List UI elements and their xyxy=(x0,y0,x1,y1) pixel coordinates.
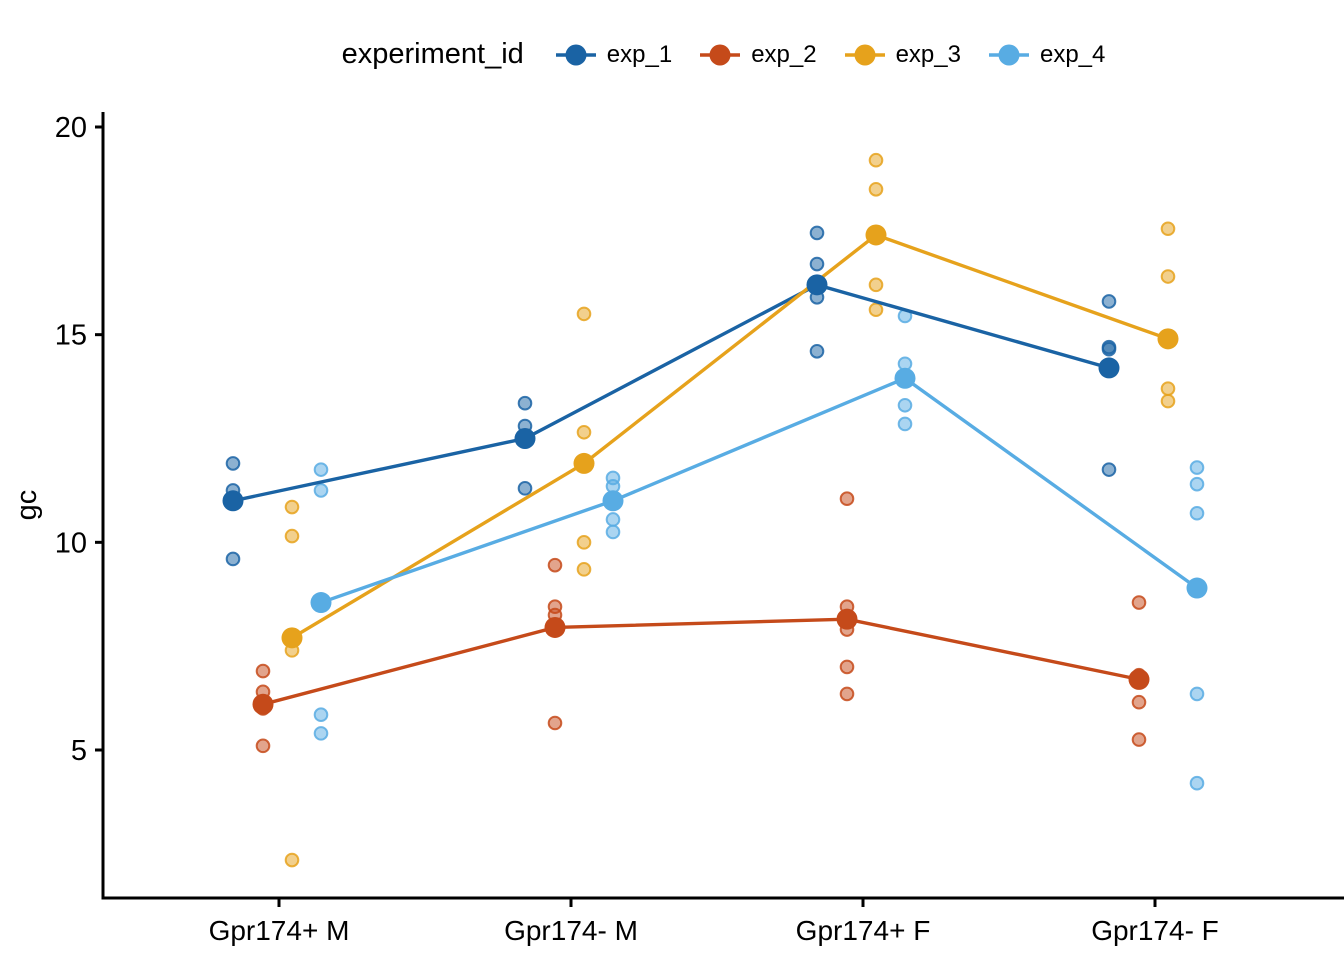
data-point-exp_1 xyxy=(809,225,825,241)
mean-point-exp_2 xyxy=(1128,668,1150,690)
data-point-exp_2 xyxy=(839,659,855,675)
data-point-exp_3 xyxy=(284,499,300,515)
data-point-exp_4 xyxy=(1189,460,1205,475)
data-point-exp_3 xyxy=(868,181,884,197)
x-tick-label: Gpr174- M xyxy=(504,915,638,946)
data-point-exp_1 xyxy=(517,481,533,496)
data-point-exp_3 xyxy=(868,302,884,318)
data-point-exp_4 xyxy=(313,707,329,722)
y-tick-label: 20 xyxy=(55,112,87,144)
data-point-exp_4 xyxy=(1189,775,1205,791)
mean-point-exp_4 xyxy=(1186,577,1208,599)
data-point-exp_2 xyxy=(1131,694,1147,710)
legend-item-exp_4: exp_4 xyxy=(988,40,1106,69)
data-point-exp_4 xyxy=(897,416,913,432)
series-line-exp_3 xyxy=(291,233,1169,640)
x-tick-label: Gpr174- F xyxy=(1091,915,1219,946)
data-point-exp_3 xyxy=(284,528,300,544)
y-axis-title: gc xyxy=(11,490,43,521)
mean-point-exp_2 xyxy=(252,693,274,715)
data-point-exp_2 xyxy=(839,491,855,507)
mean-point-exp_4 xyxy=(310,592,332,614)
legend-item-label: exp_4 xyxy=(1039,40,1106,68)
data-point-exp_3 xyxy=(1160,393,1176,409)
legend-item-label: exp_3 xyxy=(895,40,961,68)
data-point-exp_4 xyxy=(1189,686,1205,702)
data-point-exp_3 xyxy=(576,306,592,322)
data-point-exp_3 xyxy=(576,562,592,577)
mean-point-exp_3 xyxy=(1157,328,1179,350)
y-tick-label: 10 xyxy=(55,527,87,559)
data-point-exp_3 xyxy=(868,152,884,168)
legend-key-icon xyxy=(700,44,741,65)
data-point-exp_3 xyxy=(868,277,884,293)
series-line-exp_1 xyxy=(232,283,1110,503)
data-point-exp_1 xyxy=(1101,462,1117,477)
legend-item-exp_1: exp_1 xyxy=(555,40,673,69)
data-point-exp_1 xyxy=(809,343,825,359)
series-line-exp_2 xyxy=(262,617,1140,706)
mean-point-exp_4 xyxy=(602,490,624,512)
data-point-exp_2 xyxy=(547,557,563,573)
data-point-exp_1 xyxy=(1101,294,1117,309)
data-point-exp_4 xyxy=(605,524,621,540)
data-point-exp_4 xyxy=(313,726,329,741)
mean-point-exp_1 xyxy=(514,427,536,449)
x-tick-label: Gpr174+ F xyxy=(796,915,931,946)
data-point-exp_3 xyxy=(1160,269,1176,284)
data-point-exp_3 xyxy=(576,535,592,550)
mean-point-exp_3 xyxy=(573,452,595,474)
series-line-exp_4 xyxy=(320,376,1198,605)
mean-point-exp_4 xyxy=(894,367,916,389)
legend-item-label: exp_1 xyxy=(606,40,673,68)
legend-item-label: exp_2 xyxy=(751,40,817,68)
data-point-exp_4 xyxy=(1189,476,1205,492)
data-point-exp_3 xyxy=(1160,381,1176,396)
data-point-exp_3 xyxy=(1160,221,1176,237)
data-point-exp_4 xyxy=(897,397,913,413)
data-point-exp_1 xyxy=(225,456,241,471)
legend-item-exp_2: exp_2 xyxy=(700,40,817,69)
legend-key-icon xyxy=(555,44,596,65)
data-point-exp_1 xyxy=(517,395,533,411)
legend: experiment_id exp_1 exp_2 exp_3 exp_4 xyxy=(103,38,1344,71)
data-point-exp_4 xyxy=(313,462,329,477)
data-point-exp_4 xyxy=(313,483,329,498)
data-point-exp_2 xyxy=(255,738,271,754)
data-point-exp_1 xyxy=(225,551,241,567)
legend-title: experiment_id xyxy=(341,38,524,70)
data-point-exp_2 xyxy=(255,663,271,679)
mean-point-exp_3 xyxy=(281,627,303,649)
mean-point-exp_2 xyxy=(544,616,566,638)
legend-key-icon xyxy=(988,44,1029,65)
mean-point-exp_2 xyxy=(836,608,858,630)
y-tick-label: 5 xyxy=(71,735,87,767)
mean-point-exp_1 xyxy=(806,274,828,296)
legend-item-exp_3: exp_3 xyxy=(844,40,961,69)
data-point-exp_4 xyxy=(605,512,621,527)
mean-point-exp_1 xyxy=(222,490,244,512)
data-point-exp_1 xyxy=(1101,341,1117,357)
data-point-exp_2 xyxy=(1131,595,1147,610)
x-tick-label: Gpr174+ M xyxy=(209,915,350,946)
y-tick-label: 15 xyxy=(55,320,87,352)
mean-point-exp_3 xyxy=(865,224,887,246)
data-point-exp_2 xyxy=(547,715,563,731)
data-point-exp_4 xyxy=(1189,505,1205,521)
data-point-exp_2 xyxy=(1131,732,1147,747)
data-point-exp_2 xyxy=(839,686,855,702)
legend-key-icon xyxy=(844,44,885,65)
data-point-exp_1 xyxy=(809,256,825,272)
mean-point-exp_1 xyxy=(1098,357,1120,379)
data-point-exp_3 xyxy=(284,852,300,868)
data-point-exp_3 xyxy=(576,424,592,440)
